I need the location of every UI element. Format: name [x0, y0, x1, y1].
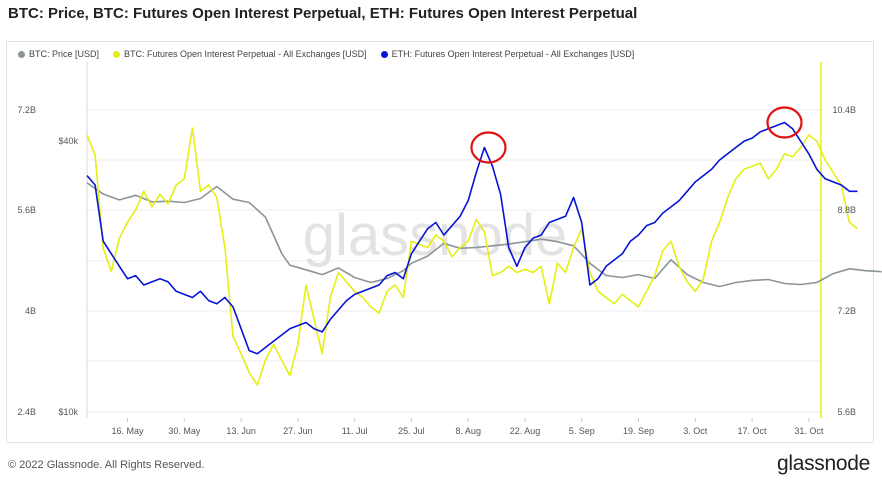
x-tick-label: 13. Jun [226, 426, 256, 436]
y-left-tick-label: 4B [25, 306, 36, 316]
chart-plot: glassnode 7.2B5.6B4B2.4B$40k$10k10.4B8.8… [17, 62, 882, 436]
chart-legend: BTC: Price [USD] BTC: Futures Open Inter… [18, 49, 634, 59]
x-tick-label: 5. Sep [569, 426, 595, 436]
legend-item-btc-price[interactable]: BTC: Price [USD] [18, 49, 99, 59]
x-tick-label: 8. Aug [455, 426, 481, 436]
x-tick-label: 11. Jul [342, 426, 368, 436]
series-line-eth-oi [86, 121, 858, 355]
y-right-tick-label: 8.8B [837, 205, 856, 215]
y-left-tick-label: 7.2B [17, 105, 36, 115]
x-tick-label: 3. Oct [683, 426, 708, 436]
legend-label-btc-price: BTC: Price [USD] [29, 49, 100, 59]
x-tick-label: 17. Oct [738, 426, 768, 436]
series-layer [86, 121, 882, 386]
y-right-tick-label: 7.2B [837, 306, 856, 316]
highlight-layer [470, 106, 803, 164]
legend-item-btc-oi[interactable]: BTC: Futures Open Interest Perpetual - A… [113, 49, 367, 59]
x-tick-label: 27. Jun [283, 426, 313, 436]
chart-container [6, 41, 874, 443]
axis-labels: 7.2B 5.6B 4B 2.4B $40k $10k 10.4B 8.8B 7.2B 5.6B 1… [17, 105, 856, 436]
x-tick-label: 22. Aug [510, 426, 541, 436]
legend-item-eth-oi[interactable]: ETH: Futures Open Interest Perpetual - A… [380, 49, 635, 59]
grid-lines [87, 109, 821, 422]
glassnode-logo[interactable]: glassnode [776, 452, 870, 475]
legend-dot-btc-oi [113, 50, 121, 58]
legend-label-eth-oi: ETH: Futures Open Interest Perpetual - A… [391, 49, 635, 59]
y-price-tick-label: $10k [58, 407, 78, 417]
y-right-tick-label: 5.6B [837, 407, 856, 417]
x-tick-label: 25. Jul [398, 426, 425, 436]
series-line-btc-price [86, 182, 882, 288]
y-left-tick-label: 2.4B [17, 407, 36, 417]
x-tick-label: 19. Sep [623, 426, 654, 436]
legend-dot-price [18, 50, 25, 58]
x-tick-label: 16. May [112, 426, 145, 436]
legend-dot-eth-oi [380, 50, 388, 58]
y-left-tick-label: 5.6B [17, 205, 36, 215]
highlight-circle [470, 131, 507, 164]
series-line-btc-oi [86, 127, 858, 386]
highlight-circle [766, 106, 803, 139]
copyright-footer: © 2022 Glassnode. All Rights Reserved. [8, 459, 205, 471]
chart-title: BTC: Price, BTC: Futures Open Interest P… [8, 5, 638, 22]
legend-label-btc-oi: BTC: Futures Open Interest Perpetual - A… [124, 49, 367, 59]
x-tick-label: 30. May [168, 426, 201, 436]
x-tick-label: 31. Oct [794, 426, 824, 436]
y-right-tick-label: 10.4B [832, 105, 856, 115]
y-price-tick-label: $40k [58, 136, 78, 146]
